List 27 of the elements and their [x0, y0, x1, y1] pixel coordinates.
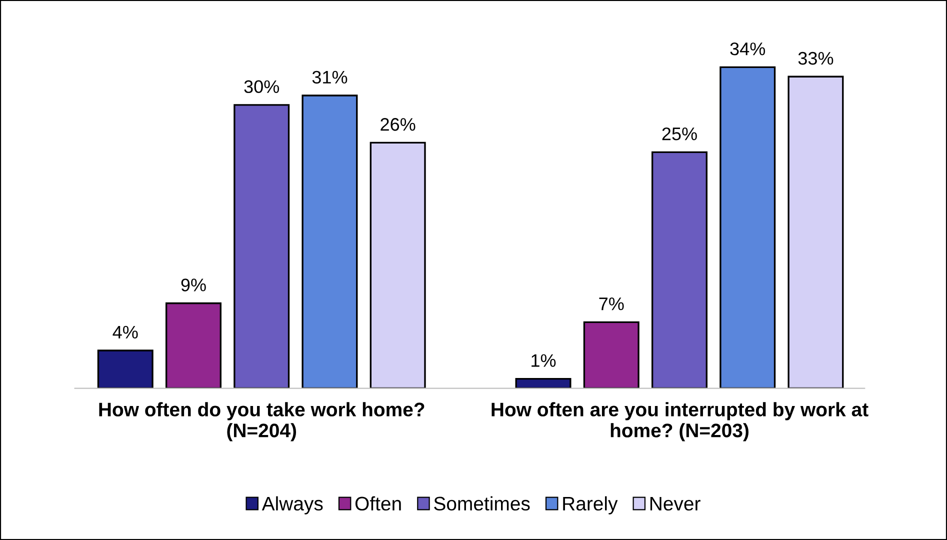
- data-label: 26%: [380, 118, 416, 131]
- data-label: 30%: [244, 80, 280, 94]
- bar: [165, 302, 222, 388]
- legend-label: Sometimes: [434, 496, 530, 511]
- bar: [515, 378, 572, 388]
- data-label: 4%: [112, 326, 138, 339]
- data-label: 1%: [532, 354, 556, 367]
- bar: [651, 151, 708, 388]
- data-label: 34%: [730, 42, 766, 56]
- data-label: 31%: [312, 70, 348, 84]
- data-label: 9%: [181, 278, 206, 292]
- bar: [234, 104, 290, 388]
- data-label: 25%: [662, 127, 697, 140]
- bar: [583, 321, 640, 388]
- data-label: 7%: [599, 298, 624, 310]
- legend-label: Rarely: [563, 496, 618, 514]
- bar: [788, 76, 844, 388]
- legend-label: Often: [355, 496, 401, 511]
- x-tick-label: How often do you take work home? (N=204): [99, 402, 424, 442]
- bar: [370, 142, 426, 388]
- legend-label: Never: [650, 496, 700, 511]
- legend-label: Always: [262, 496, 323, 514]
- bar: [97, 350, 154, 388]
- data-label: 33%: [798, 52, 834, 65]
- x-tick-label: How often are you interrupted by work at home? (N=203): [492, 402, 868, 442]
- bar: [720, 66, 776, 388]
- bar: [302, 94, 358, 388]
